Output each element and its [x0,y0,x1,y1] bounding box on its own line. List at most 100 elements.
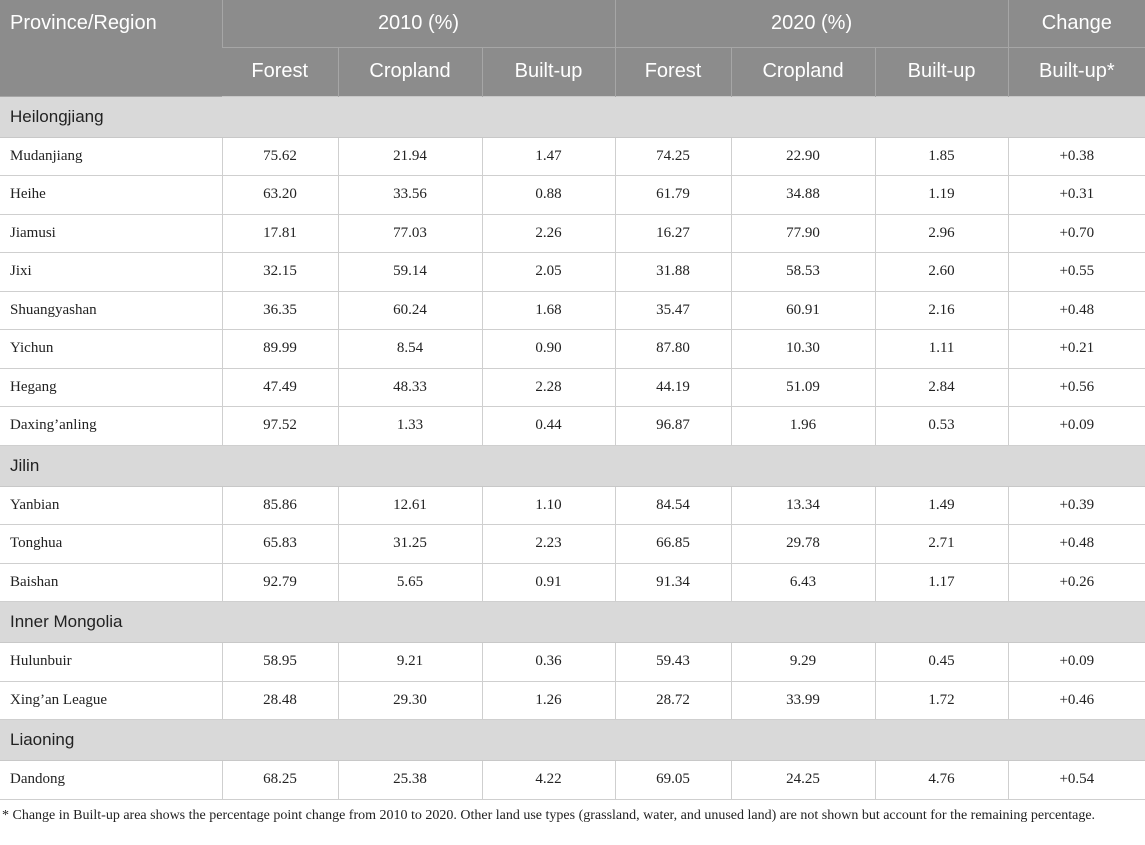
cropland-2010-cell: 48.33 [337,368,482,407]
builtup-2020-cell: 1.72 [874,681,1009,720]
table-row: Shuangyashan 36.35 60.24 1.68 35.47 60.91 2.16… [0,291,1145,330]
forest-2010-cell: 97.52 [221,406,338,446]
table-row: Dandong 68.25 25.38 4.22 69.05 24.25 4.76 +0.54 [0,760,1145,800]
cropland-2020-cell: 1.96 [730,406,876,446]
cropland-2010-cell: 8.54 [337,329,482,369]
header-2010-forest: Forest [251,60,309,82]
builtup-2010-cell: 0.36 [481,642,616,682]
builtup-2020-cell: 4.76 [874,760,1009,800]
forest-2020-cell: 74.25 [614,137,732,176]
builtup-change-cell: +0.26 [1007,563,1145,602]
cropland-2020-cell: 33.99 [730,681,876,720]
header-2010-cropland: Cropland [337,47,482,96]
cropland-2020-cell: 6.43 [730,563,876,602]
builtup-2010-cell: 1.47 [481,137,616,176]
builtup-2010-cell: 2.23 [481,524,616,564]
builtup-2010-cell: 1.26 [481,681,616,720]
builtup-change-cell: +0.38 [1007,137,1145,176]
table-row: Hulunbuir 58.95 9.21 0.36 59.43 9.29 0.45 +0.09 [0,642,1145,682]
region-name-cell: Yanbian [0,486,222,525]
cropland-2020-cell: 13.34 [730,486,876,525]
builtup-2020-cell: 1.17 [874,563,1009,602]
table-row: Hegang 47.49 48.33 2.28 44.19 51.09 2.84 +0.56 [0,368,1145,407]
builtup-2020-cell: 1.19 [874,175,1009,215]
builtup-2010-cell: 0.44 [481,406,616,446]
forest-2010-cell: 89.99 [221,329,338,369]
cropland-2020-cell: 77.90 [730,214,876,253]
header-group-change: Change [1007,0,1145,48]
forest-2010-cell: 17.81 [221,214,338,253]
province-group-row: Heilongjiang [0,95,1145,138]
province-group-row: Inner Mongolia [0,601,1145,643]
builtup-2010-cell: 1.68 [481,291,616,330]
cropland-2020-cell: 22.90 [730,137,876,176]
table-row: Xing’an League 28.48 29.30 1.26 28.72 33.99 1.… [0,681,1145,720]
builtup-2010-cell: 2.05 [481,252,616,292]
header-2020-forest: Forest [614,47,732,96]
forest-2020-cell: 44.19 [614,368,732,407]
header-group-2020: 2020 (%) [614,0,1009,48]
cropland-2010-cell: 25.38 [337,760,482,800]
table-row: Daxing’anling 97.52 1.33 0.44 96.87 1.96 0.53 +… [0,406,1145,446]
forest-2020-cell: 31.88 [614,252,732,292]
builtup-2020-cell: 1.85 [874,137,1009,176]
forest-2010-cell: 68.25 [221,760,338,800]
builtup-change-cell: +0.70 [1007,214,1145,253]
builtup-change-cell: +0.09 [1007,642,1145,682]
builtup-change-cell: +0.48 [1007,524,1145,564]
table-row: Jixi 32.15 59.14 2.05 31.88 58.53 2.60 +0.55 [0,252,1145,292]
builtup-2010-cell: 1.10 [481,486,616,525]
forest-2010-cell: 32.15 [221,252,338,292]
region-name-cell: Dandong [0,760,222,800]
builtup-2020-cell: 2.96 [874,214,1009,253]
builtup-2010-cell: 0.90 [481,329,616,369]
forest-2020-cell: 66.85 [614,524,732,564]
builtup-change-cell: +0.09 [1007,406,1145,446]
builtup-2010-cell: 4.22 [481,760,616,800]
cropland-2010-cell: 21.94 [337,137,482,176]
forest-2020-cell: 84.54 [614,486,732,525]
forest-2010-cell: 58.95 [221,642,338,682]
forest-2020-cell: 28.72 [614,681,732,720]
builtup-2010-cell: 2.26 [481,214,616,253]
table-row: Yichun 89.99 8.54 0.90 87.80 10.30 1.11 +0.21 [0,329,1145,369]
cropland-2010-cell: 31.25 [337,524,482,564]
forest-2010-cell: 65.83 [221,524,338,564]
table-row: Tonghua 65.83 31.25 2.23 66.85 29.78 2.71 +0.48 [0,524,1145,564]
forest-2020-cell: 91.34 [614,563,732,602]
forest-2010-cell: 85.86 [221,486,338,525]
builtup-2020-cell: 0.45 [874,642,1009,682]
builtup-2010-cell: 0.91 [481,563,616,602]
region-name-cell: Mudanjiang [0,137,222,176]
region-name-cell: Yichun [0,329,222,369]
cropland-2010-cell: 12.61 [337,486,482,525]
builtup-2020-cell: 2.60 [874,252,1009,292]
header-change-builtup: Built-up* [1007,47,1145,96]
table-row: Jiamusi 17.81 77.03 2.26 16.27 77.90 2.96 +0.70 [0,214,1145,253]
province-group-row: Liaoning [0,719,1145,761]
cropland-2020-cell: 58.53 [730,252,876,292]
cropland-2010-cell: 29.30 [337,681,482,720]
region-name-cell: Hulunbuir [0,642,222,682]
header-group-2010: 2010 (%) [221,0,616,48]
forest-2020-cell: 16.27 [614,214,732,253]
cropland-2020-cell: 24.25 [730,760,876,800]
table-header: Province/Region 2010 (%) 2020 (%) Change… [0,0,1145,97]
cropland-2010-cell: 33.56 [337,175,482,215]
builtup-change-cell: +0.21 [1007,329,1145,369]
forest-2020-cell: 96.87 [614,406,732,446]
region-name-cell: Heihe [0,175,222,215]
header-2010-builtup: Built-up [481,47,616,96]
builtup-change-cell: +0.31 [1007,175,1145,215]
forest-2020-cell: 59.43 [614,642,732,682]
cropland-2020-cell: 34.88 [730,175,876,215]
forest-2010-cell: 92.79 [221,563,338,602]
forest-2010-cell: 28.48 [221,681,338,720]
builtup-2020-cell: 1.11 [874,329,1009,369]
province-name: Heilongjiang [0,95,1145,138]
region-name-cell: Hegang [0,368,222,407]
cropland-2010-cell: 9.21 [337,642,482,682]
forest-2020-cell: 69.05 [614,760,732,800]
region-name-cell: Xing’an League [0,681,222,720]
cropland-2010-cell: 59.14 [337,252,482,292]
